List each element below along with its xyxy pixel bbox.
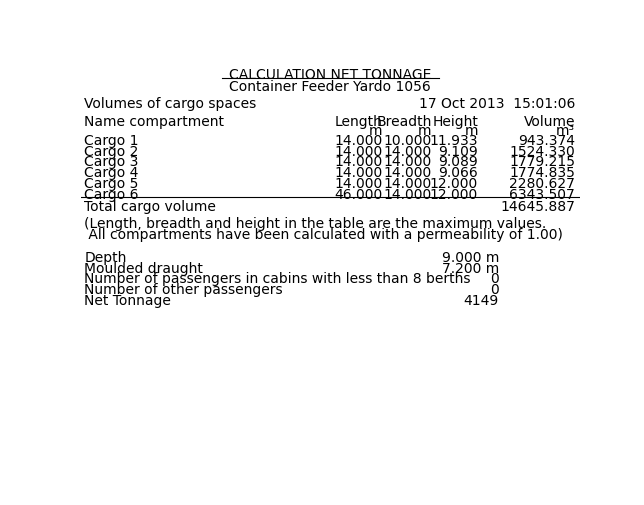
- Text: Total cargo volume: Total cargo volume: [84, 200, 216, 214]
- Text: 1779.215: 1779.215: [509, 156, 575, 169]
- Text: m³: m³: [556, 124, 575, 138]
- Text: 14.000: 14.000: [383, 188, 431, 201]
- Text: 11.933: 11.933: [430, 134, 478, 148]
- Text: 9.089: 9.089: [439, 156, 478, 169]
- Text: Depth: Depth: [84, 251, 127, 265]
- Text: Volume: Volume: [524, 115, 575, 128]
- Text: 9.000 m: 9.000 m: [442, 251, 499, 265]
- Text: Name compartment: Name compartment: [84, 115, 224, 128]
- Text: Breadth: Breadth: [376, 115, 431, 128]
- Text: Cargo 4: Cargo 4: [84, 166, 138, 180]
- Text: Moulded draught: Moulded draught: [84, 262, 204, 276]
- Text: Length: Length: [335, 115, 383, 128]
- Text: 14.000: 14.000: [383, 177, 431, 191]
- Text: 4149: 4149: [464, 294, 499, 308]
- Text: m: m: [418, 124, 431, 138]
- Text: Cargo 3: Cargo 3: [84, 156, 138, 169]
- Text: 12.000: 12.000: [430, 188, 478, 201]
- Text: 0: 0: [490, 283, 499, 297]
- Text: Container Feeder Yardo 1056: Container Feeder Yardo 1056: [229, 80, 431, 94]
- Text: Cargo 1: Cargo 1: [84, 134, 139, 148]
- Text: Number of other passengers: Number of other passengers: [84, 283, 283, 297]
- Text: 1524.330: 1524.330: [509, 144, 575, 159]
- Text: 9.066: 9.066: [439, 166, 478, 180]
- Text: m: m: [464, 124, 478, 138]
- Text: CALCULATION NET TONNAGE: CALCULATION NET TONNAGE: [229, 68, 431, 82]
- Text: 12.000: 12.000: [430, 177, 478, 191]
- Text: 14.000: 14.000: [334, 156, 383, 169]
- Text: 943.374: 943.374: [518, 134, 575, 148]
- Text: Cargo 6: Cargo 6: [84, 188, 139, 201]
- Text: 14.000: 14.000: [334, 144, 383, 159]
- Text: 46.000: 46.000: [334, 188, 383, 201]
- Text: 14.000: 14.000: [334, 134, 383, 148]
- Text: 10.000: 10.000: [383, 134, 431, 148]
- Text: 7.200 m: 7.200 m: [442, 262, 499, 276]
- Text: (Length, breadth and height in the table are the maximum values.: (Length, breadth and height in the table…: [84, 217, 547, 231]
- Text: Cargo 5: Cargo 5: [84, 177, 138, 191]
- Text: 14.000: 14.000: [383, 166, 431, 180]
- Text: 14.000: 14.000: [334, 166, 383, 180]
- Text: 9.109: 9.109: [439, 144, 478, 159]
- Text: 14.000: 14.000: [383, 156, 431, 169]
- Text: 2280.627: 2280.627: [509, 177, 575, 191]
- Text: 6343.507: 6343.507: [509, 188, 575, 201]
- Text: 14.000: 14.000: [383, 144, 431, 159]
- Text: Cargo 2: Cargo 2: [84, 144, 138, 159]
- Text: Volumes of cargo spaces: Volumes of cargo spaces: [84, 97, 256, 111]
- Text: Height: Height: [432, 115, 478, 128]
- Text: 17 Oct 2013  15:01:06: 17 Oct 2013 15:01:06: [419, 97, 575, 111]
- Text: 0: 0: [490, 272, 499, 286]
- Text: Net Tonnage: Net Tonnage: [84, 294, 171, 308]
- Text: 14.000: 14.000: [334, 177, 383, 191]
- Text: m: m: [369, 124, 383, 138]
- Text: 1774.835: 1774.835: [509, 166, 575, 180]
- Text: Number of passengers in cabins with less than 8 berths: Number of passengers in cabins with less…: [84, 272, 471, 286]
- Text: All compartments have been calculated with a permeability of 1.00): All compartments have been calculated wi…: [84, 228, 564, 242]
- Text: 14645.887: 14645.887: [500, 200, 575, 214]
